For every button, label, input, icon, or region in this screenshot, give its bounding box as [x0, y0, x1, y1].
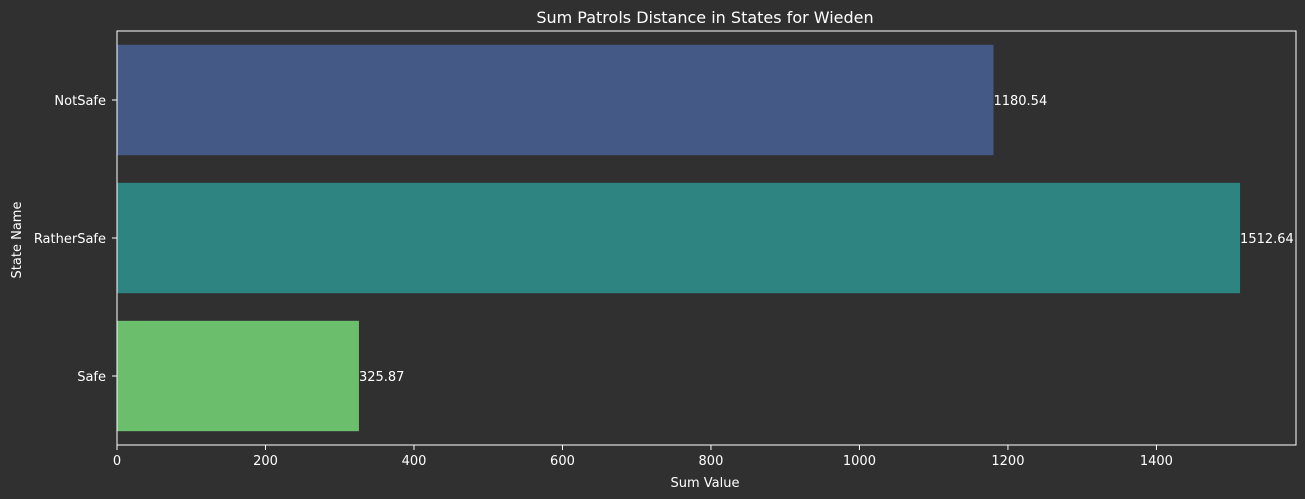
y-tick-label-safe: Safe [77, 370, 106, 385]
bar-notsafe [117, 44, 994, 156]
y-tick-label-notsafe: NotSafe [54, 94, 106, 109]
chart-title: Sum Patrols Distance in States for Wiede… [536, 8, 873, 27]
data-label-safe: 325.87 [359, 370, 405, 385]
bars-layer: 1180.54 1512.64 325.87 [117, 44, 1294, 432]
x-tick-label: 1000 [843, 454, 876, 469]
data-label-notsafe: 1180.54 [993, 94, 1047, 109]
bar-rathersafe [117, 182, 1241, 294]
y-axis-label: State Name [10, 202, 25, 279]
x-tick-label: 600 [550, 454, 575, 469]
x-tick-label: 800 [699, 454, 724, 469]
y-tick-label-rathersafe: RatherSafe [34, 232, 106, 247]
bar-safe [117, 320, 359, 432]
x-tick-label: 0 [113, 454, 121, 469]
x-tick-label: 200 [253, 454, 278, 469]
plot-frame [116, 30, 1297, 446]
axes-layer: NotSafe RatherSafe Safe 0 200 400 600 800 1000 12… [34, 30, 1297, 469]
data-label-rathersafe: 1512.64 [1240, 232, 1294, 247]
x-tick-label: 400 [402, 454, 427, 469]
x-tick-label: 1200 [991, 454, 1024, 469]
x-axis-label: Sum Value [671, 476, 740, 491]
x-tick-label: 1400 [1140, 454, 1173, 469]
